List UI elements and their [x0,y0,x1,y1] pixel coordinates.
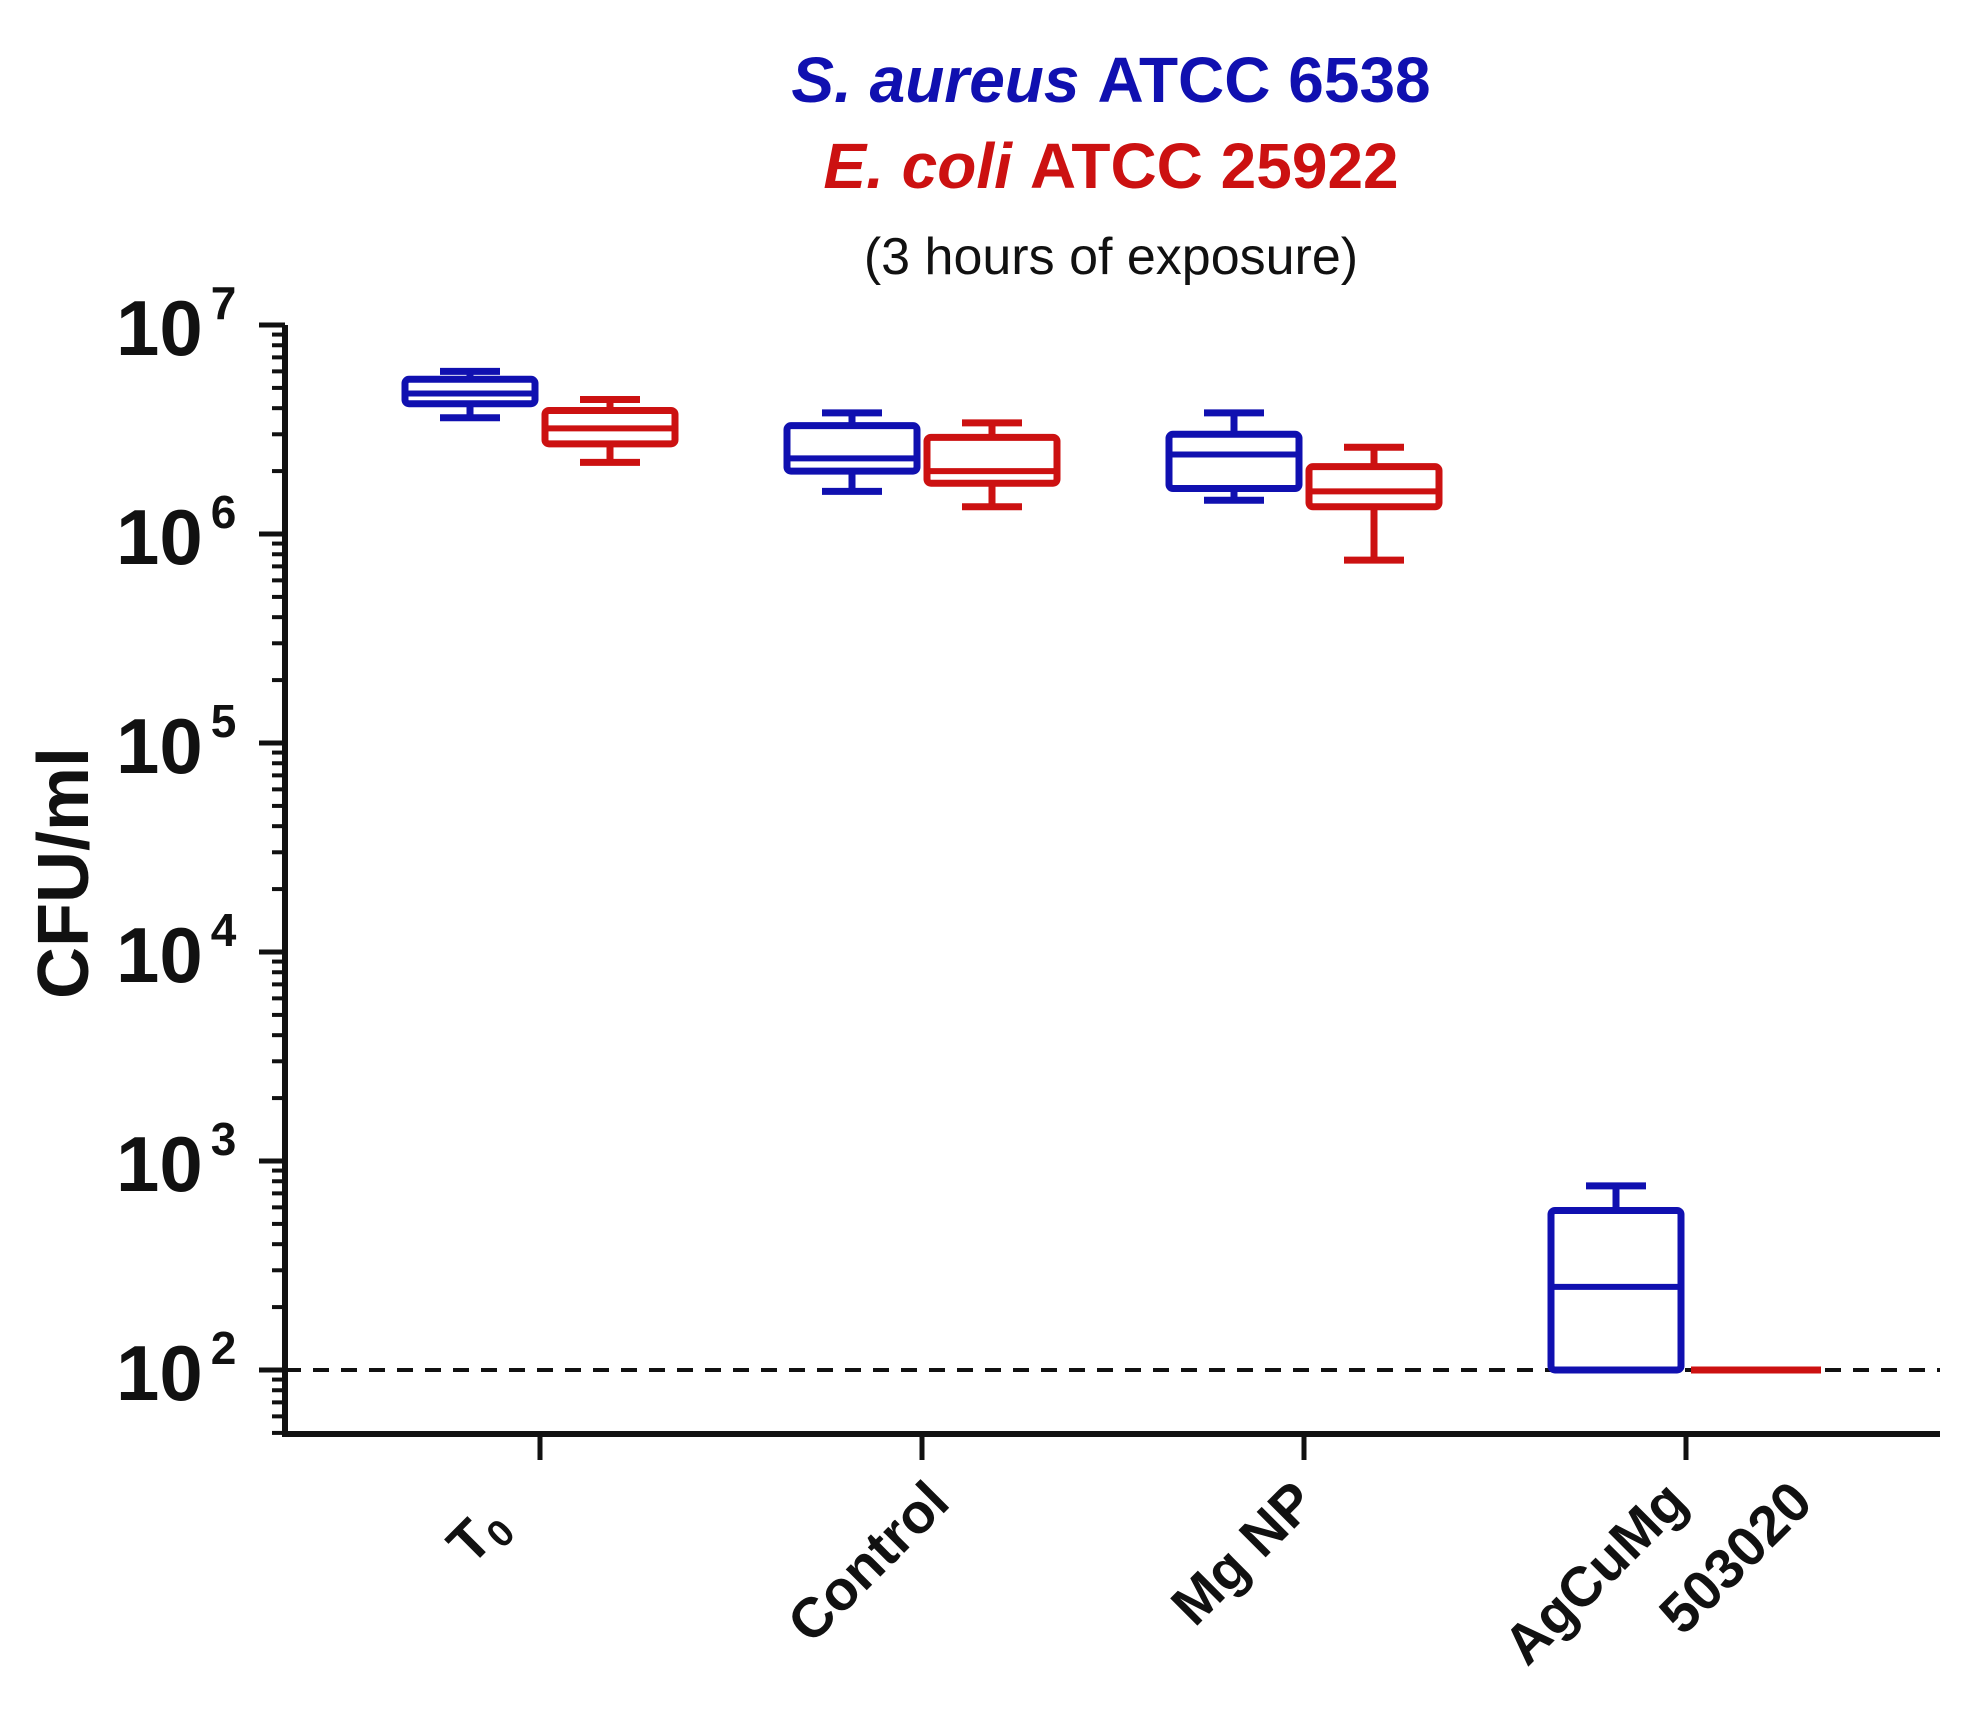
box-body [923,433,1061,487]
title-line-1: S. aureus ATCC 6538 [791,44,1430,116]
box-plots [401,367,1821,1374]
y-tick-label: 10 3 [116,1113,236,1208]
box-plot [541,396,679,466]
box-plot [1547,1182,1685,1374]
box-body [783,422,921,475]
y-tick-exponent: 4 [211,904,237,956]
y-tick-exponent: 5 [211,695,237,747]
y-tick-base: 10 [116,1329,203,1417]
title-strain-2: ATCC 25922 [1030,130,1399,202]
y-tick-base: 10 [116,911,203,999]
y-tick-exponent: 7 [211,277,237,329]
box-body [1305,463,1443,511]
box-plot [783,409,921,495]
y-tick-exponent: 3 [211,1113,237,1165]
chart-subtitle: (3 hours of exposure) [864,228,1358,286]
y-tick-label: 10 6 [116,486,236,581]
title-strain-1: ATCC 6538 [1097,44,1430,116]
box-body [1165,430,1303,493]
x-ticks [537,1434,1689,1460]
y-tick-base: 10 [116,1120,203,1208]
x-label-control: Control [775,1469,960,1654]
y-tick-base: 10 [116,284,203,372]
box-body [1547,1206,1685,1374]
title-line-2: E. coli ATCC 25922 [823,130,1398,202]
title-species-1: S. aureus [791,44,1079,116]
title-species-2: E. coli [823,130,1013,202]
box-plot [1305,443,1443,564]
y-tick-label: 10 2 [116,1322,236,1417]
x-label-mg-np: Mg NP [1159,1469,1327,1637]
y-tick-base: 10 [116,493,203,581]
x-label-agcumg: AgCuMg [1491,1469,1698,1676]
y-axis-label: CFU/ml [24,747,104,999]
y-tick-label: 10 4 [116,904,237,999]
y-tick-label: 10 7 [116,277,236,372]
box-plot [401,367,539,422]
y-tick-exponent: 6 [211,486,237,538]
box-plot [923,419,1061,511]
x-label-t0: T0 [435,1492,524,1581]
y-tick-label: 10 5 [116,695,236,790]
box-plot [1165,409,1303,504]
y-tick-exponent: 2 [211,1322,237,1374]
y-tick-base: 10 [116,702,203,790]
